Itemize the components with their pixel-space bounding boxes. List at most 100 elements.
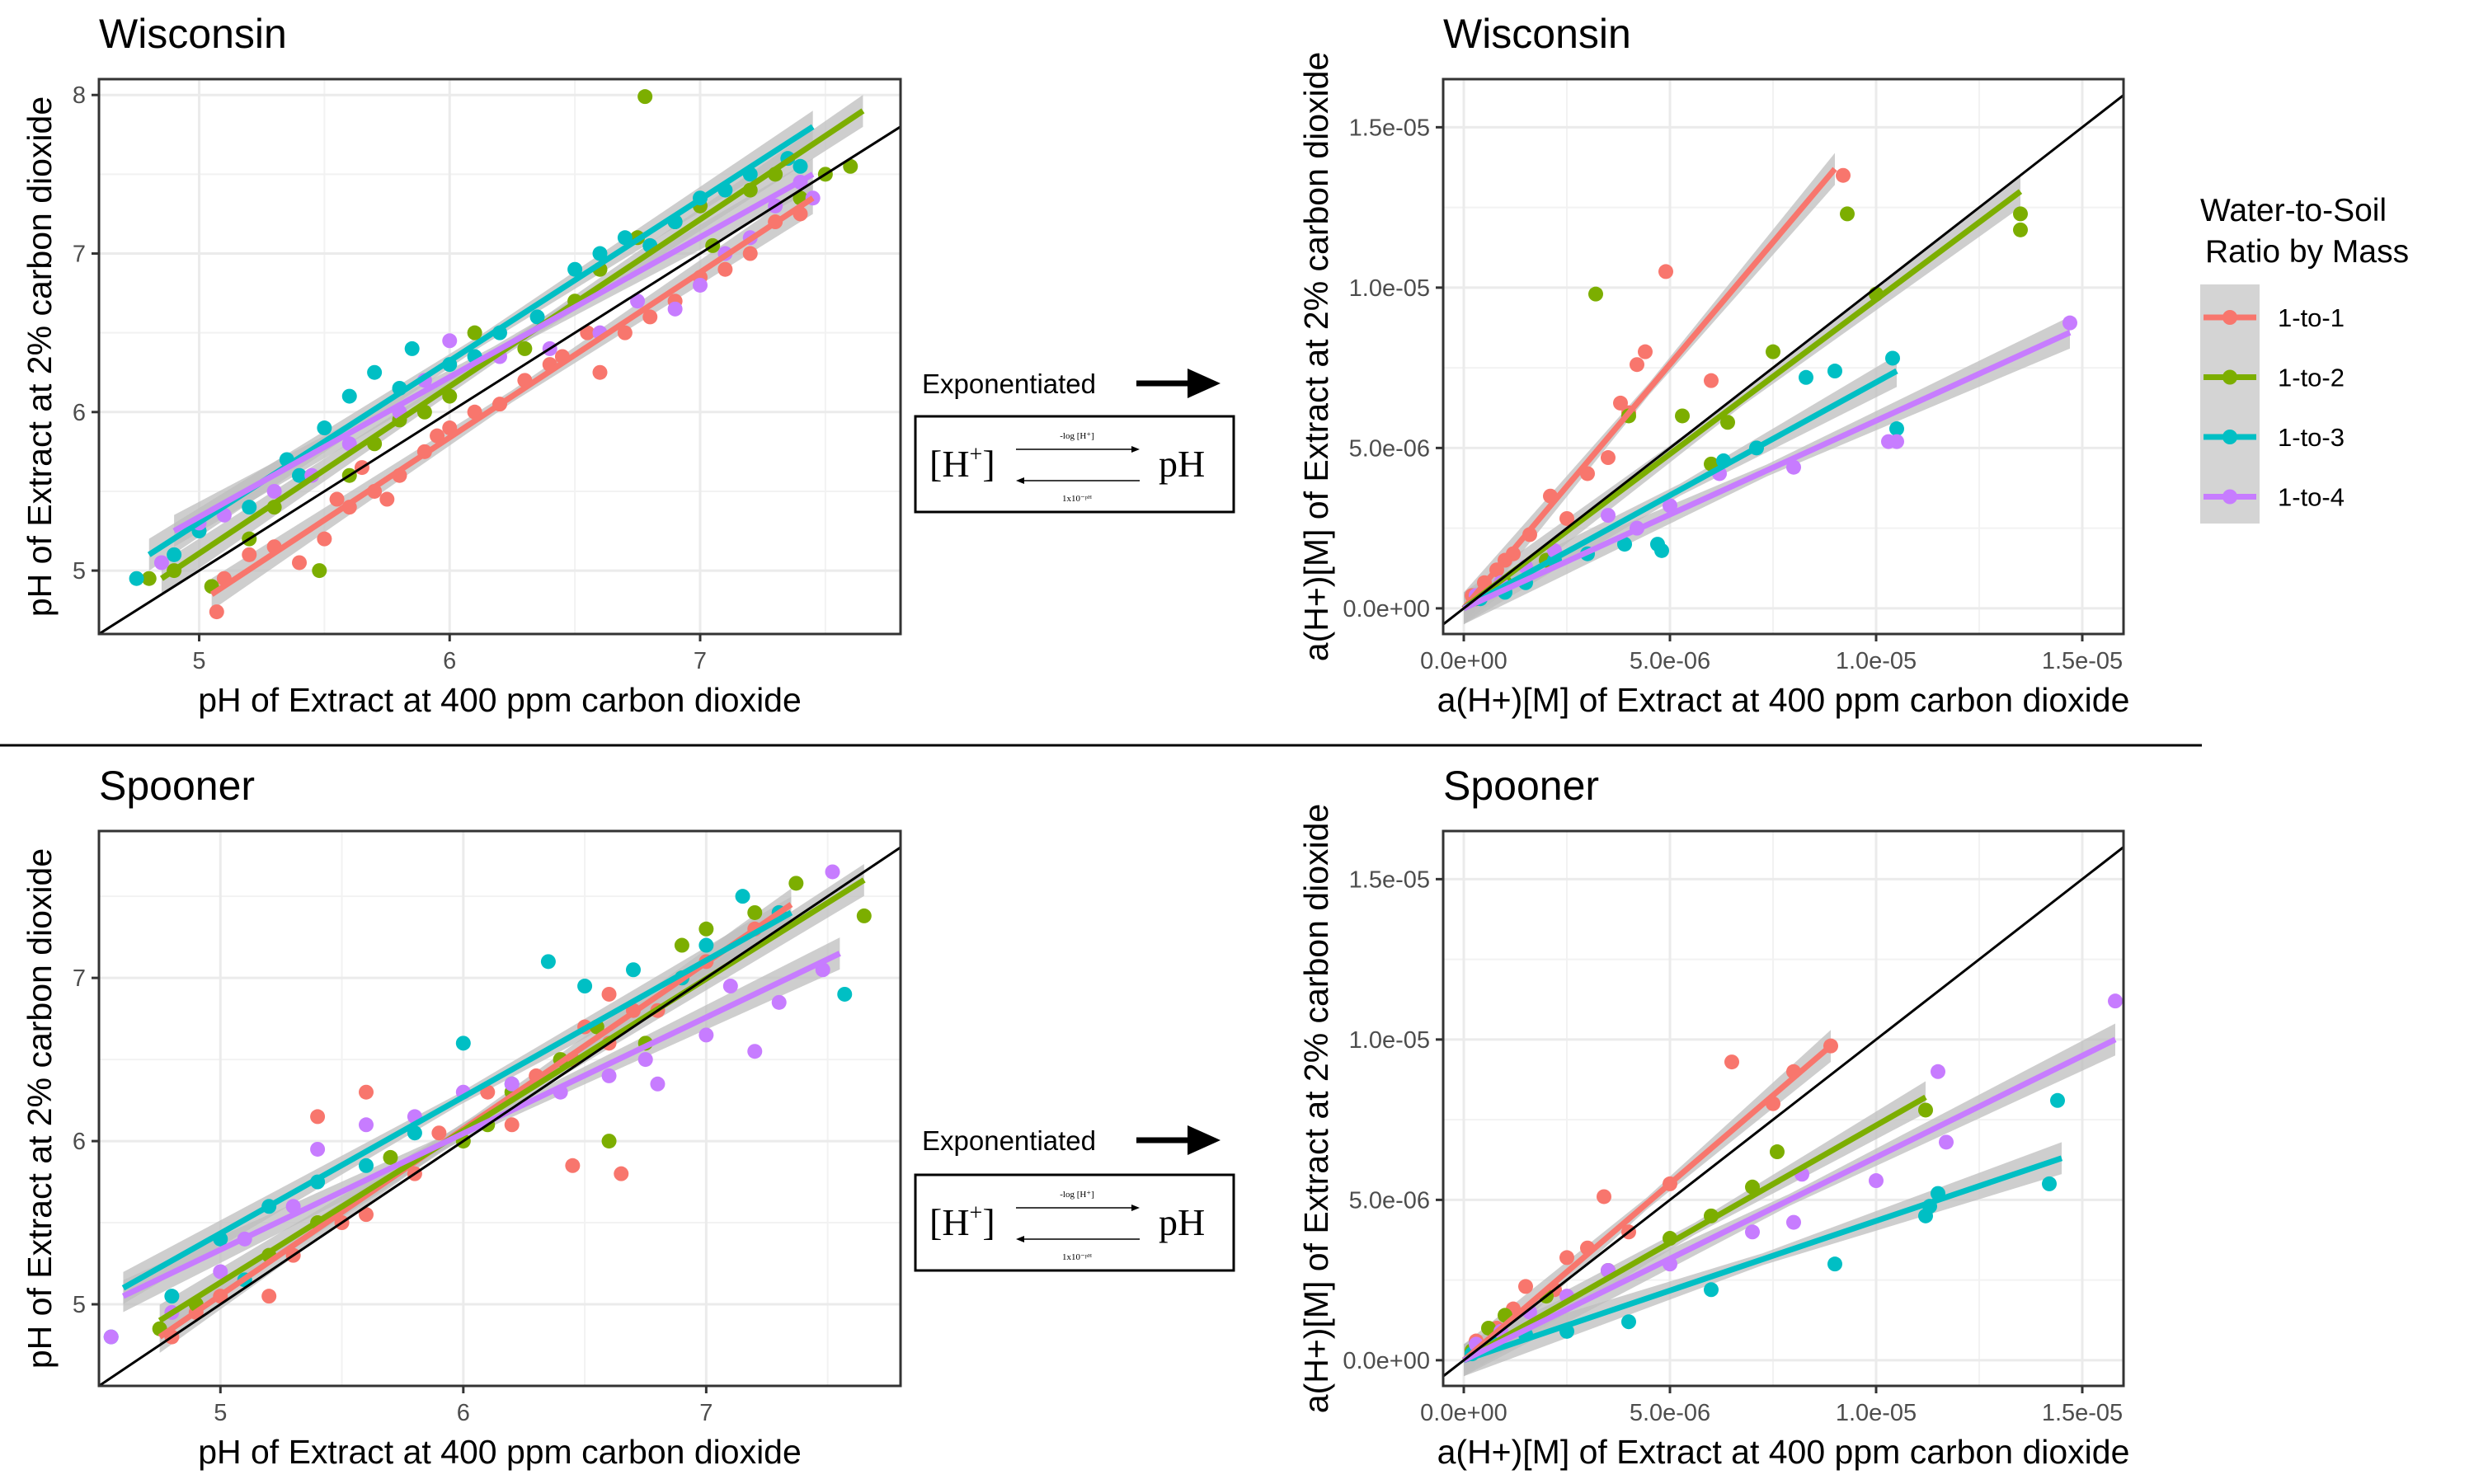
data-point-1-to-2: [383, 1149, 398, 1165]
data-point-1-to-1: [1559, 1250, 1574, 1266]
legend-label: 1-to-4: [2278, 483, 2345, 512]
data-point-1-to-4: [310, 1141, 326, 1157]
x-tick-label: 7: [699, 1400, 713, 1426]
data-point-1-to-3: [617, 230, 633, 246]
fit-line-1-to-2: [158, 877, 866, 1323]
y-axis-title: a(H+)[M] of Extract at 2% carbon dioxide: [1297, 804, 1335, 1413]
data-point-1-to-4: [637, 1052, 653, 1068]
data-point-1-to-2: [1770, 1144, 1785, 1160]
legend-item-1-to-3: 1-to-3: [2204, 423, 2345, 452]
data-point-1-to-4: [1931, 1064, 1945, 1079]
formula-forward-arrow-icon: [1131, 1205, 1140, 1211]
formula-bottom-arrow-label: 1x10⁻ᵖᴴ: [1062, 494, 1092, 504]
fit-line-1-to-1: [209, 195, 815, 597]
data-point-1-to-2: [788, 876, 804, 891]
data-point-1-to-1: [592, 364, 608, 380]
legend-key-point: [2222, 369, 2237, 385]
y-tick-label: 5.0e-06: [1349, 1187, 1430, 1214]
x-axis-title: a(H+)[M] of Extract at 400 ppm carbon di…: [1437, 1433, 2130, 1471]
data-point-1-to-4: [771, 994, 787, 1010]
data-point-1-to-1: [1658, 264, 1673, 279]
data-point-1-to-2: [1840, 206, 1855, 222]
data-point-1-to-3: [167, 547, 182, 562]
data-point-1-to-3: [529, 309, 545, 325]
plot-area: [99, 89, 901, 634]
plot-area: [99, 845, 901, 1386]
right-arrow-icon: [1136, 1125, 1221, 1155]
data-point-1-to-3: [567, 261, 583, 277]
y-tick-label: 6: [73, 1129, 86, 1155]
data-point-1-to-2: [1720, 415, 1735, 430]
fit-line-1-to-3: [1462, 1155, 2063, 1364]
formula-forward-arrow-icon: [1131, 446, 1140, 453]
formula-bottom-arrow-label: 1x10⁻ᵖᴴ: [1062, 1252, 1092, 1262]
x-tick-label: 6: [457, 1400, 470, 1426]
data-point-1-to-3: [592, 246, 608, 261]
fit-line-1-to-3: [1462, 368, 1898, 611]
data-point-1-to-1: [209, 604, 224, 620]
data-point-1-to-3: [1827, 1256, 1842, 1272]
x-tick-label: 1.5e-05: [2042, 1400, 2123, 1426]
data-point-1-to-2: [2013, 206, 2028, 222]
data-point-1-to-3: [242, 500, 257, 515]
data-point-1-to-1: [261, 1289, 277, 1304]
data-point-1-to-1: [1836, 167, 1851, 183]
data-point-1-to-3: [2042, 1176, 2057, 1191]
panel-wisconsin-activity: 0.0e+00 5.0e-06 1.0e-05 1.5e-05 0.0e+00 5.0e-…: [1297, 11, 2129, 719]
x-axis-title: pH of Extract at 400 ppm carbon dioxide: [198, 681, 802, 719]
data-point-1-to-4: [103, 1329, 119, 1345]
data-point-1-to-1: [1724, 1054, 1739, 1070]
data-point-1-to-1: [1613, 395, 1628, 411]
plot-border: [97, 77, 902, 636]
legend-label: 1-to-1: [2278, 303, 2345, 332]
right-arrow-icon: [1136, 369, 1221, 398]
fit-line-1-to-4: [1462, 330, 2072, 612]
y-tick-label: 0.0e+00: [1343, 1348, 1430, 1374]
y-tick-label: 7: [73, 965, 86, 992]
data-point-1-to-1: [580, 325, 595, 340]
formula-lhs: [H+]: [929, 442, 995, 485]
plot-border: [1442, 829, 2125, 1388]
y-tick-label: 7: [73, 242, 86, 268]
exponentiated-label: Exponentiated: [922, 369, 1096, 399]
data-point-1-to-1: [1638, 344, 1653, 359]
data-point-1-to-4: [630, 294, 646, 309]
formula-box: [914, 1173, 1235, 1272]
x-tick-label: 1.5e-05: [2042, 648, 2123, 674]
data-point-1-to-2: [1481, 1320, 1496, 1336]
data-point-1-to-1: [614, 1166, 629, 1181]
fit-line-1-to-1: [1461, 1043, 1833, 1363]
y-tick-label: 1.5e-05: [1349, 866, 1430, 893]
legend: Water-to-Soil Ratio by Mass 1-to-1 1-to-2…: [2200, 193, 2409, 524]
data-point-1-to-1: [242, 547, 257, 562]
data-point-1-to-4: [650, 1076, 666, 1092]
data-point-1-to-3: [1889, 421, 1904, 437]
y-axis-title: pH of Extract at 2% carbon dioxide: [21, 96, 59, 617]
data-point-1-to-3: [735, 889, 750, 904]
data-point-1-to-3: [404, 340, 420, 356]
data-point-1-to-4: [693, 277, 708, 293]
data-point-1-to-3: [1885, 350, 1900, 366]
legend-key-point: [2222, 310, 2237, 325]
data-point-1-to-3: [292, 467, 307, 483]
data-point-1-to-3: [1621, 1314, 1636, 1330]
data-point-1-to-4: [359, 1117, 374, 1133]
legend-title-line1: Water-to-Soil: [2200, 193, 2387, 228]
data-point-1-to-1: [504, 1117, 520, 1133]
formula-rhs: pH: [1159, 443, 1205, 485]
legend-title-line2: Ratio by Mass: [2205, 234, 2409, 270]
data-point-1-to-1: [430, 428, 445, 444]
data-point-1-to-3: [1617, 537, 1632, 552]
panel-title: Spooner: [99, 763, 255, 809]
x-tick-label: 0.0e+00: [1420, 1400, 1507, 1426]
data-point-1-to-4: [266, 483, 282, 499]
y-axis-title: pH of Extract at 2% carbon dioxide: [21, 848, 59, 1369]
fit-line-1-to-2: [1461, 189, 2023, 611]
legend-key-point: [2222, 489, 2237, 505]
data-point-1-to-2: [1675, 408, 1690, 424]
panel-wisconsin-ph: 5 6 7 5 6 7 8 Wisconsin pH of Extract at 400 ppm…: [21, 11, 902, 719]
data-point-1-to-3: [317, 420, 332, 436]
data-point-1-to-3: [359, 1158, 374, 1173]
transform-note-bottom: Exponentiated [H+] -log [H⁺] 1x10⁻ᵖᴴ pH: [914, 1125, 1235, 1272]
